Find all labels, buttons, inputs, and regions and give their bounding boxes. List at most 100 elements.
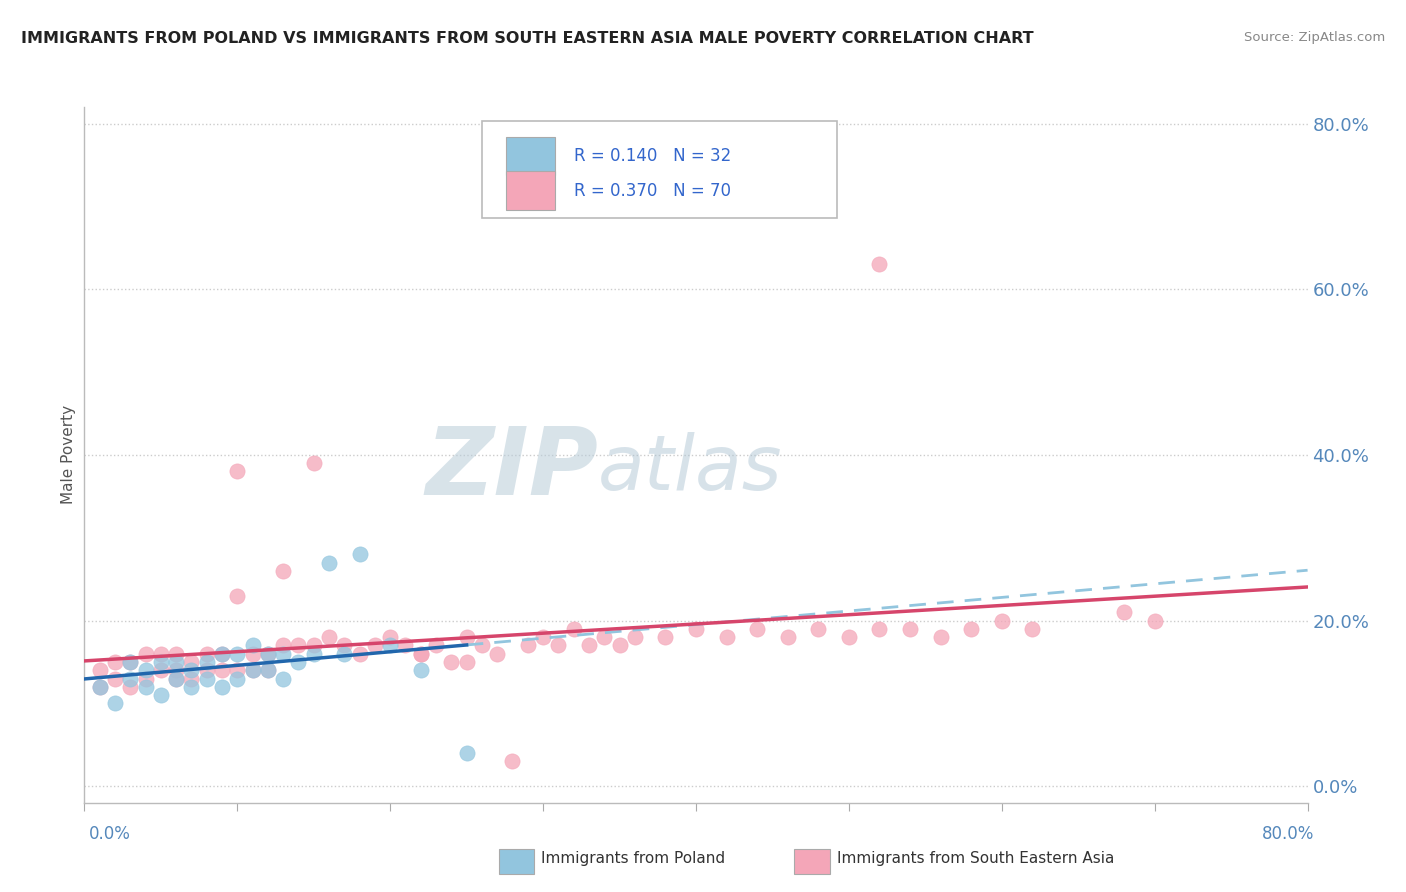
Point [716, 630, 738, 644]
Point [257, 647, 280, 661]
Point [409, 647, 432, 661]
Point [440, 655, 463, 669]
Text: atlas: atlas [598, 432, 783, 506]
Point [211, 647, 233, 661]
Point [531, 630, 554, 644]
Point [1114, 605, 1136, 619]
Point [195, 663, 218, 677]
Point [120, 655, 142, 669]
Point [120, 680, 142, 694]
Point [180, 672, 202, 686]
Point [869, 257, 891, 271]
Text: Source: ZipAtlas.com: Source: ZipAtlas.com [1244, 31, 1385, 45]
Point [195, 672, 218, 686]
Point [271, 564, 294, 578]
Point [89, 663, 111, 677]
Point [135, 647, 157, 661]
Text: 80.0%: 80.0% [1263, 825, 1315, 843]
Point [242, 663, 264, 677]
Text: ZIP: ZIP [425, 423, 598, 515]
Point [547, 639, 569, 653]
Point [624, 630, 647, 644]
Point [211, 663, 233, 677]
Point [242, 647, 264, 661]
Point [287, 655, 309, 669]
Text: Immigrants from Poland: Immigrants from Poland [541, 851, 725, 865]
Point [242, 663, 264, 677]
Point [104, 672, 127, 686]
Point [609, 639, 631, 653]
Point [180, 655, 202, 669]
Point [456, 630, 478, 644]
FancyBboxPatch shape [506, 136, 555, 175]
Point [456, 746, 478, 760]
Point [195, 647, 218, 661]
Point [364, 639, 387, 653]
Point [333, 647, 356, 661]
Point [318, 556, 340, 570]
Point [654, 630, 676, 644]
Point [226, 589, 249, 603]
Point [165, 672, 187, 686]
Point [960, 622, 983, 636]
Point [380, 630, 402, 644]
Point [135, 680, 157, 694]
Point [89, 680, 111, 694]
Point [302, 647, 325, 661]
Point [516, 639, 538, 653]
Point [471, 639, 494, 653]
Point [149, 688, 172, 702]
Point [165, 672, 187, 686]
Point [929, 630, 952, 644]
Point [257, 647, 280, 661]
Point [562, 622, 585, 636]
Point [271, 639, 294, 653]
Point [318, 630, 340, 644]
Point [165, 663, 187, 677]
Point [807, 622, 830, 636]
Y-axis label: Male Poverty: Male Poverty [60, 405, 76, 505]
Point [409, 647, 432, 661]
Point [120, 672, 142, 686]
Point [211, 680, 233, 694]
Point [486, 647, 509, 661]
Point [257, 663, 280, 677]
Point [685, 622, 707, 636]
Point [226, 647, 249, 661]
Point [226, 663, 249, 677]
Text: IMMIGRANTS FROM POLAND VS IMMIGRANTS FROM SOUTH EASTERN ASIA MALE POVERTY CORREL: IMMIGRANTS FROM POLAND VS IMMIGRANTS FRO… [21, 31, 1033, 46]
Text: R = 0.140   N = 32: R = 0.140 N = 32 [574, 147, 731, 165]
Text: 0.0%: 0.0% [89, 825, 131, 843]
Point [302, 456, 325, 470]
Point [425, 639, 447, 653]
Point [287, 639, 309, 653]
Point [302, 639, 325, 653]
Point [349, 647, 371, 661]
Point [242, 639, 264, 653]
Point [380, 639, 402, 653]
Point [1143, 614, 1166, 628]
Point [149, 647, 172, 661]
Point [211, 647, 233, 661]
FancyBboxPatch shape [482, 121, 837, 219]
Point [180, 680, 202, 694]
Text: Immigrants from South Eastern Asia: Immigrants from South Eastern Asia [837, 851, 1114, 865]
Point [165, 655, 187, 669]
Point [104, 697, 127, 711]
Point [165, 647, 187, 661]
Point [898, 622, 921, 636]
Point [593, 630, 616, 644]
Point [226, 465, 249, 479]
Point [456, 655, 478, 669]
Point [120, 655, 142, 669]
Point [349, 547, 371, 561]
Point [838, 630, 860, 644]
Point [394, 639, 416, 653]
Point [869, 622, 891, 636]
FancyBboxPatch shape [506, 171, 555, 210]
Point [149, 655, 172, 669]
Point [333, 639, 356, 653]
Point [195, 655, 218, 669]
Point [776, 630, 799, 644]
Point [226, 672, 249, 686]
